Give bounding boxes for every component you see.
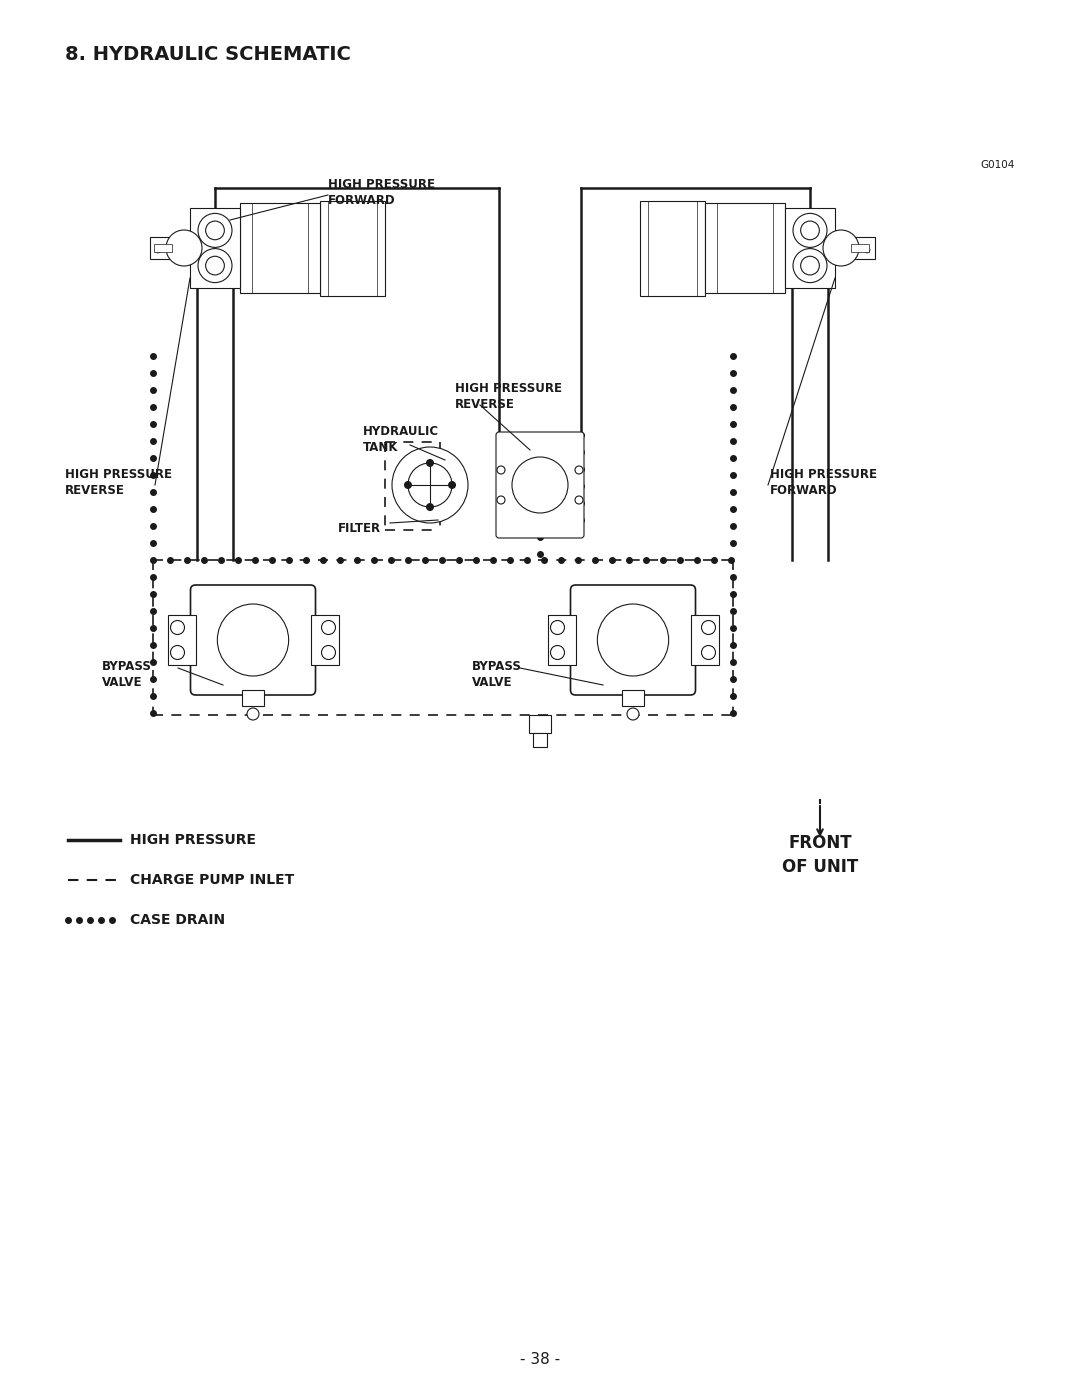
Bar [240, 203, 320, 293]
Circle shape [551, 645, 565, 659]
Circle shape [247, 708, 259, 719]
Circle shape [864, 247, 870, 253]
Text: CASE DRAIN: CASE DRAIN [130, 914, 225, 928]
Bar [534, 733, 546, 747]
Circle shape [156, 247, 161, 253]
Circle shape [171, 645, 185, 659]
Circle shape [793, 214, 827, 247]
Bar [150, 237, 178, 258]
Text: HIGH PRESSURE
REVERSE: HIGH PRESSURE REVERSE [65, 468, 172, 497]
Bar [705, 203, 785, 293]
Circle shape [575, 496, 583, 504]
Circle shape [166, 231, 202, 265]
Bar [154, 244, 172, 251]
Circle shape [800, 256, 820, 275]
Text: CHARGE PUMP INLET: CHARGE PUMP INLET [130, 873, 294, 887]
Circle shape [497, 467, 505, 474]
Bar [178, 233, 190, 263]
Text: BYPASS
VALVE: BYPASS VALVE [472, 659, 522, 689]
Bar [622, 690, 644, 705]
Circle shape [426, 460, 434, 467]
Circle shape [426, 503, 434, 511]
Circle shape [448, 481, 456, 489]
Text: HYDRAULIC
TANK: HYDRAULIC TANK [363, 425, 440, 454]
Text: HIGH PRESSURE
FORWARD: HIGH PRESSURE FORWARD [328, 177, 435, 207]
Ellipse shape [597, 604, 669, 676]
FancyBboxPatch shape [496, 432, 584, 538]
Ellipse shape [217, 604, 288, 676]
Circle shape [497, 496, 505, 504]
Circle shape [171, 620, 185, 634]
Text: FRONT
OF UNIT: FRONT OF UNIT [782, 834, 859, 876]
Circle shape [392, 447, 468, 522]
Text: BYPASS
VALVE: BYPASS VALVE [102, 659, 152, 689]
Bar [242, 690, 264, 705]
Circle shape [702, 645, 715, 659]
Circle shape [205, 256, 225, 275]
Circle shape [198, 214, 232, 247]
Bar [190, 208, 240, 288]
Circle shape [793, 249, 827, 282]
Circle shape [575, 467, 583, 474]
Bar [847, 237, 875, 258]
Circle shape [702, 620, 715, 634]
FancyBboxPatch shape [570, 585, 696, 694]
Circle shape [404, 481, 411, 489]
Bar [851, 244, 869, 251]
Circle shape [205, 221, 225, 240]
Bar [311, 615, 338, 665]
Circle shape [800, 221, 820, 240]
Circle shape [512, 457, 568, 513]
Circle shape [198, 249, 232, 282]
Text: HIGH PRESSURE
REVERSE: HIGH PRESSURE REVERSE [455, 381, 562, 411]
Bar [320, 201, 384, 296]
Text: HIGH PRESSURE: HIGH PRESSURE [130, 833, 256, 847]
FancyBboxPatch shape [190, 585, 315, 694]
Bar [640, 201, 705, 296]
Text: FILTER: FILTER [338, 522, 381, 535]
Bar [785, 208, 835, 288]
Circle shape [551, 620, 565, 634]
Text: - 38 -: - 38 - [519, 1352, 561, 1368]
Circle shape [408, 462, 453, 507]
Bar [167, 615, 195, 665]
Bar [835, 233, 847, 263]
Text: 8. HYDRAULIC SCHEMATIC: 8. HYDRAULIC SCHEMATIC [65, 46, 351, 64]
Circle shape [322, 645, 336, 659]
Bar [548, 615, 576, 665]
Circle shape [322, 620, 336, 634]
Circle shape [823, 231, 859, 265]
Text: G0104: G0104 [980, 161, 1014, 170]
Text: HIGH PRESSURE
FORWARD: HIGH PRESSURE FORWARD [770, 468, 877, 497]
Circle shape [627, 708, 639, 719]
Bar [690, 615, 718, 665]
Bar [529, 715, 551, 733]
